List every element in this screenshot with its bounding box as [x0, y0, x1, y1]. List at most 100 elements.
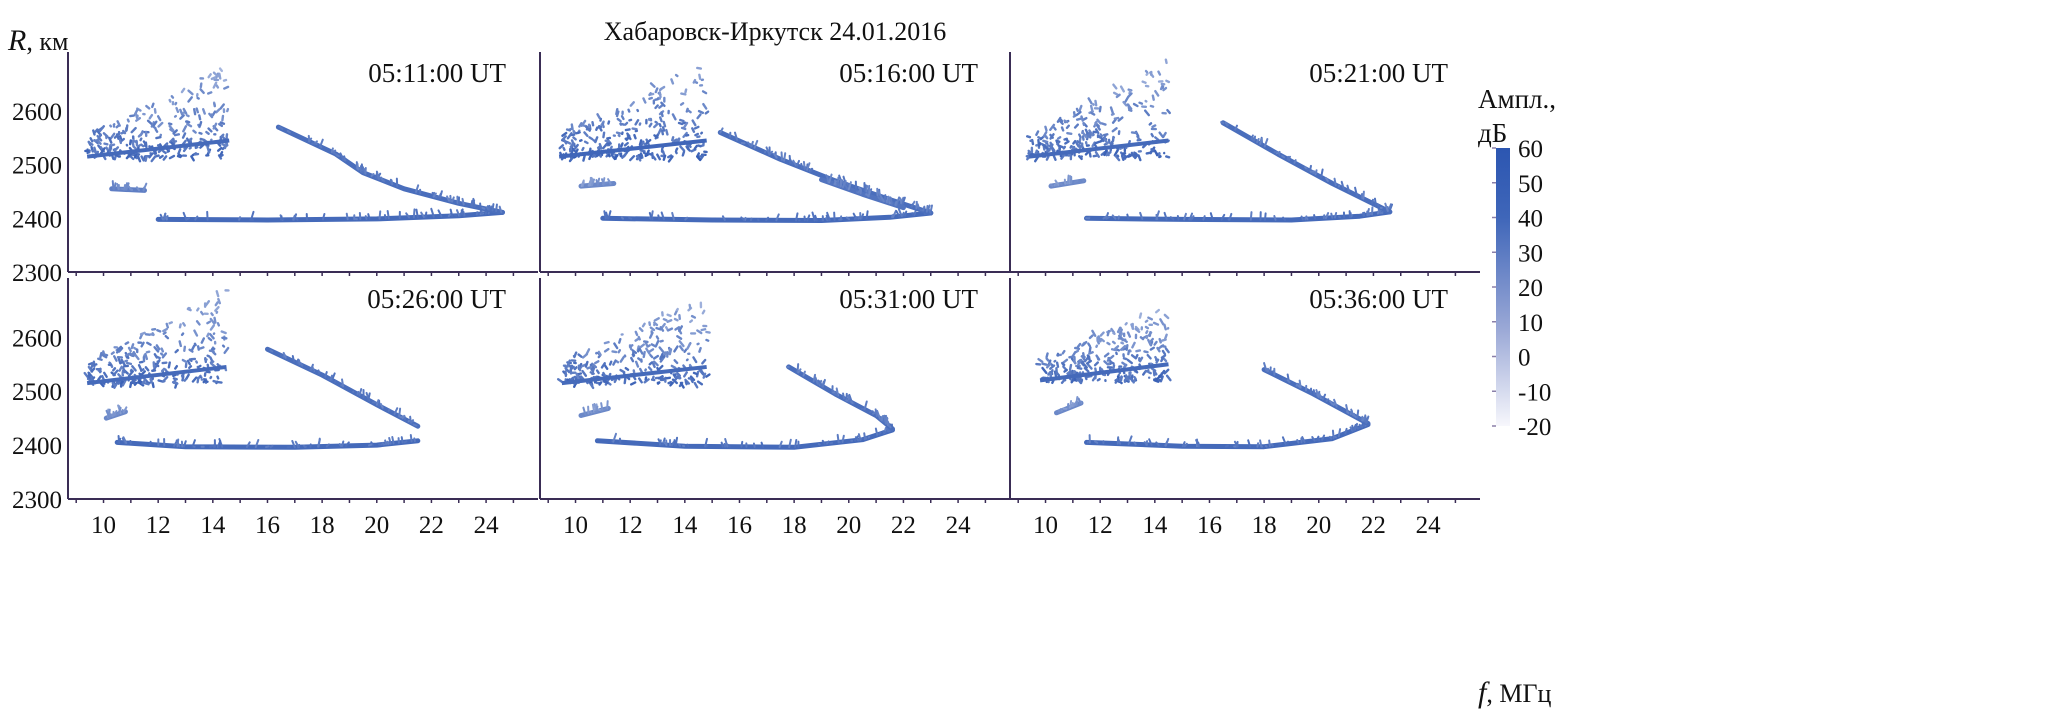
echo-mark: [1111, 214, 1117, 220]
echo-mark: [179, 108, 184, 116]
echo-mark: [1077, 358, 1083, 366]
echo-mark: [800, 162, 803, 169]
echo-mark: [420, 211, 425, 219]
echo-mark: [120, 358, 126, 366]
echo-mark: [112, 410, 118, 417]
echo-mark: [643, 340, 649, 344]
echo-mark: [1091, 329, 1097, 337]
echo-mark: [792, 159, 797, 167]
echo-mark: [215, 290, 220, 298]
echo-mark: [176, 154, 182, 159]
echo-mark: [212, 71, 220, 78]
echo-mark: [678, 340, 685, 348]
echo-mark: [162, 331, 167, 335]
echo-mark: [868, 410, 874, 414]
echo-mark: [1228, 212, 1233, 221]
echo-mark: [1324, 212, 1330, 220]
echo-mark: [1169, 216, 1175, 221]
echo-mark: [155, 135, 162, 140]
echo-mark: [698, 73, 702, 80]
echo-mark: [1263, 362, 1268, 372]
echo-mark: [592, 139, 597, 143]
echo-mark: [1368, 212, 1372, 216]
echo-mark: [682, 131, 688, 139]
echo-mark: [673, 359, 679, 365]
echo-mark: [1037, 357, 1044, 363]
echo-mark: [577, 353, 583, 358]
echo-mark: [459, 208, 464, 217]
echo-mark: [1120, 154, 1125, 162]
echo-mark: [575, 372, 580, 380]
echo-mark: [121, 437, 127, 444]
echo-mark: [388, 437, 392, 445]
echo-mark: [430, 207, 435, 218]
echo-mark: [209, 317, 216, 325]
echo-mark: [842, 392, 845, 400]
echo-mark: [1094, 140, 1101, 145]
echo-mark: [653, 321, 659, 327]
echo-mark: [97, 140, 102, 145]
echo-mark: [193, 329, 199, 337]
echo-mark: [195, 320, 201, 326]
echo-mark: [686, 146, 691, 152]
echo-mark: [602, 380, 607, 384]
echo-mark: [1247, 439, 1252, 448]
echo-mark: [191, 376, 198, 383]
echo-mark: [841, 180, 847, 189]
echo-mark: [1153, 149, 1159, 157]
echo-mark: [1149, 337, 1154, 343]
echo-mark: [660, 129, 665, 136]
echo-mark: [300, 363, 303, 367]
echo-mark: [652, 354, 660, 360]
echo-mark: [628, 216, 633, 220]
echo-mark: [329, 374, 334, 381]
echo-mark: [159, 352, 164, 356]
echo-mark: [1105, 216, 1111, 220]
echo-mark: [655, 326, 662, 331]
echo-mark: [863, 432, 867, 440]
echo-mark: [704, 437, 709, 448]
echo-mark: [405, 212, 411, 219]
echo-mark: [878, 431, 882, 436]
echo-mark: [847, 181, 852, 191]
echo-mark: [660, 101, 666, 107]
echo-mark: [1073, 123, 1079, 129]
echo-mark: [413, 437, 416, 443]
echo-mark: [684, 88, 688, 94]
echo-mark: [379, 402, 384, 409]
echo-mark: [698, 346, 702, 353]
echo-mark: [694, 132, 700, 137]
echo-mark: [584, 360, 589, 368]
echo-mark: [1064, 140, 1070, 145]
panels: 05:11:00 UT 2300 2400 2500 2600 05:16:00 UT 05…: [12, 52, 1480, 539]
echo-mark: [1268, 439, 1271, 448]
echo-mark: [176, 438, 180, 448]
echo-mark: [182, 211, 188, 221]
echo-mark: [1122, 100, 1128, 107]
echo-mark: [676, 335, 683, 340]
echo-mark: [1049, 183, 1054, 187]
echo-mark: [196, 376, 200, 384]
echo-mark: [607, 210, 612, 220]
echo-mark: [105, 409, 111, 419]
echo-mark: [575, 131, 581, 135]
echo-mark: [666, 313, 672, 318]
echo-mark: [673, 345, 679, 353]
echo-mark: [607, 120, 611, 125]
echo-mark: [692, 371, 699, 376]
echo-mark: [291, 355, 295, 363]
echo-mark: [612, 359, 617, 366]
echo-mark: [674, 436, 679, 447]
echo-mark: [1151, 124, 1157, 129]
echo-mark: [607, 153, 611, 158]
echo-mark: [1165, 155, 1171, 159]
echo-mark: [209, 324, 215, 331]
echo-mark: [705, 373, 711, 378]
echo-mark: [1081, 131, 1088, 139]
echo-mark: [1282, 216, 1286, 221]
echo-mark: [1132, 102, 1139, 108]
echo-mark: [345, 441, 350, 447]
echo-mark: [1068, 363, 1073, 371]
echo-mark: [1312, 171, 1318, 175]
echo-mark: [136, 144, 141, 149]
